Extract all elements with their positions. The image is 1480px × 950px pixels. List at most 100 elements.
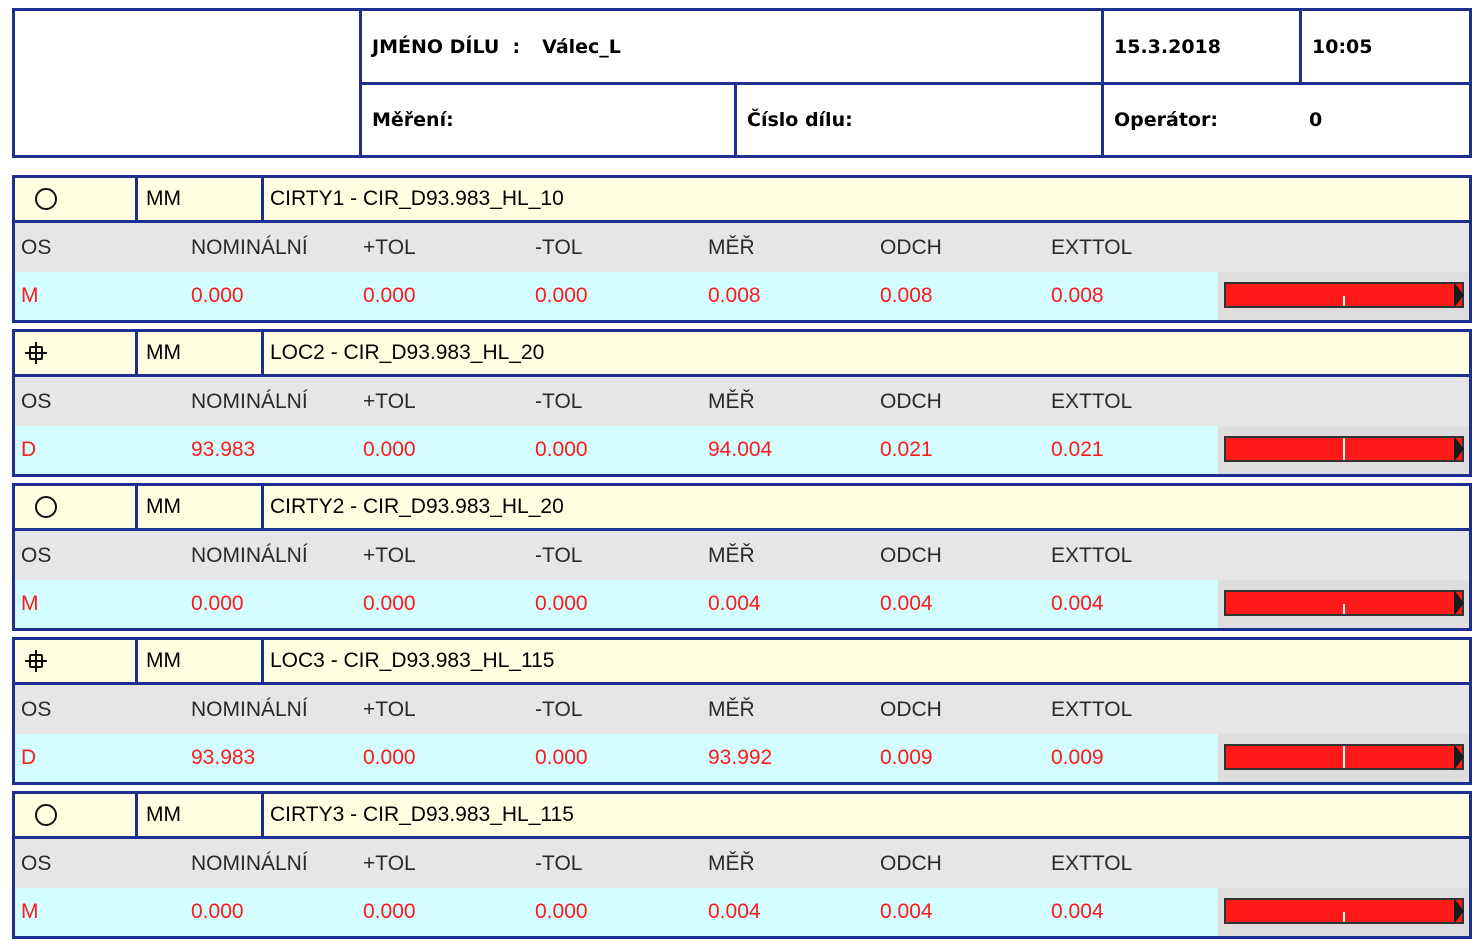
column-header-axis: OS [21,389,52,413]
exttol-value: 0.004 [1051,900,1104,923]
measured-value: 0.008 [708,284,761,307]
measurement-cell: Měření: [362,85,734,155]
measurement-label: Měření: [372,109,454,131]
column-header-nominal: NOMINÁLNÍ [191,697,308,721]
out-of-tolerance-arrow-icon [1454,898,1464,924]
column-header-plus-tol: +TOL [363,697,416,721]
nominal-tick [1343,912,1345,922]
deviation-bar [1224,744,1464,770]
column-header-deviation: ODCH [880,235,942,259]
axis-value: M [21,284,39,307]
column-header-exttol: EXTTOL [1051,389,1133,413]
deviation-bar [1224,436,1464,462]
column-header-axis: OS [21,235,52,259]
nominal-value: 0.000 [191,284,244,307]
circularity-icon [35,804,57,826]
plus-tol-value: 0.000 [363,592,416,615]
feature-title-row: MM CIRTY3 - CIR_D93.983_HL_115 [15,794,1469,836]
exttol-value: 0.004 [1051,592,1104,615]
feature-unit: MM [138,640,261,682]
minus-tol-value: 0.000 [535,284,588,307]
deviation-value: 0.021 [880,438,933,461]
column-header-row: OS NOMINÁLNÍ +TOL -TOL MĚŘ ODCH EXTTOL [15,531,1469,580]
feature-block: MM LOC2 - CIR_D93.983_HL_20 OS NOMINÁLNÍ… [12,329,1472,477]
deviation-graph [1218,580,1469,628]
header-divider [734,85,737,155]
feature-block: MM CIRTY3 - CIR_D93.983_HL_115 OS NOMINÁ… [12,791,1472,939]
value-row: M 0.000 0.000 0.000 0.004 0.004 0.004 [15,888,1469,936]
circularity-icon [35,188,57,210]
feature-icon-cell [15,640,135,682]
column-header-nominal: NOMINÁLNÍ [191,851,308,875]
part-name-cell: JMÉNO DÍLU : Válec_L [362,11,1101,82]
feature-unit: MM [138,486,261,528]
feature-icon-cell [15,178,135,220]
deviation-bar [1224,590,1464,616]
column-header-exttol: EXTTOL [1051,697,1133,721]
feature-icon-cell [15,332,135,374]
column-header-measured: MĚŘ [708,235,755,259]
measured-value: 94.004 [708,438,773,461]
position-icon [25,342,47,364]
deviation-bar [1224,282,1464,308]
feature-title-row: MM CIRTY1 - CIR_D93.983_HL_10 [15,178,1469,220]
column-header-minus-tol: -TOL [535,851,583,875]
nominal-value: 93.983 [191,746,256,769]
time-cell: 10:05 [1302,11,1469,82]
minus-tol-value: 0.000 [535,900,588,923]
part-name-label: JMÉNO DÍLU : [372,35,521,58]
minus-tol-value: 0.000 [535,592,588,615]
feature-title-row: MM LOC3 - CIR_D93.983_HL_115 [15,640,1469,682]
column-header-exttol: EXTTOL [1051,851,1133,875]
feature-title-row: MM LOC2 - CIR_D93.983_HL_20 [15,332,1469,374]
column-header-axis: OS [21,543,52,567]
part-number-label: Číslo dílu: [747,109,853,131]
column-header-exttol: EXTTOL [1051,543,1133,567]
operator-cell: Operátor: 0 [1104,85,1469,155]
nominal-tick [1343,746,1345,768]
feature-unit: MM [138,794,261,836]
feature-title-row: MM CIRTY2 - CIR_D93.983_HL_20 [15,486,1469,528]
column-header-minus-tol: -TOL [535,697,583,721]
column-header-measured: MĚŘ [708,389,755,413]
plus-tol-value: 0.000 [363,284,416,307]
column-header-minus-tol: -TOL [535,389,583,413]
column-header-row: OS NOMINÁLNÍ +TOL -TOL MĚŘ ODCH EXTTOL [15,839,1469,888]
column-header-minus-tol: -TOL [535,543,583,567]
column-header-nominal: NOMINÁLNÍ [191,235,308,259]
circularity-icon [35,496,57,518]
column-header-plus-tol: +TOL [363,389,416,413]
feature-block: MM LOC3 - CIR_D93.983_HL_115 OS NOMINÁLN… [12,637,1472,785]
column-header-axis: OS [21,697,52,721]
value-row: M 0.000 0.000 0.000 0.008 0.008 0.008 [15,272,1469,320]
column-header-row: OS NOMINÁLNÍ +TOL -TOL MĚŘ ODCH EXTTOL [15,223,1469,272]
nominal-tick [1343,438,1345,460]
feature-block: MM CIRTY1 - CIR_D93.983_HL_10 OS NOMINÁL… [12,175,1472,323]
column-header-measured: MĚŘ [708,697,755,721]
feature-icon-cell [15,486,135,528]
deviation-value: 0.008 [880,284,933,307]
measured-value: 0.004 [708,592,761,615]
feature-name: CIRTY3 - CIR_D93.983_HL_115 [264,794,1469,836]
feature-unit: MM [138,332,261,374]
minus-tol-value: 0.000 [535,746,588,769]
column-header-plus-tol: +TOL [363,543,416,567]
measured-value: 93.992 [708,746,773,769]
operator-value: 0 [1309,109,1323,131]
column-header-plus-tol: +TOL [363,235,416,259]
nominal-value: 93.983 [191,438,256,461]
value-row: D 93.983 0.000 0.000 94.004 0.021 0.021 [15,426,1469,474]
deviation-value: 0.009 [880,746,933,769]
column-header-deviation: ODCH [880,543,942,567]
exttol-value: 0.008 [1051,284,1104,307]
column-header-deviation: ODCH [880,851,942,875]
column-header-nominal: NOMINÁLNÍ [191,389,308,413]
plus-tol-value: 0.000 [363,438,416,461]
deviation-graph [1218,734,1469,782]
feature-icon-cell [15,794,135,836]
deviation-graph [1218,888,1469,936]
deviation-bar [1224,898,1464,924]
exttol-value: 0.021 [1051,438,1104,461]
nominal-value: 0.000 [191,592,244,615]
logo-area [15,11,359,155]
